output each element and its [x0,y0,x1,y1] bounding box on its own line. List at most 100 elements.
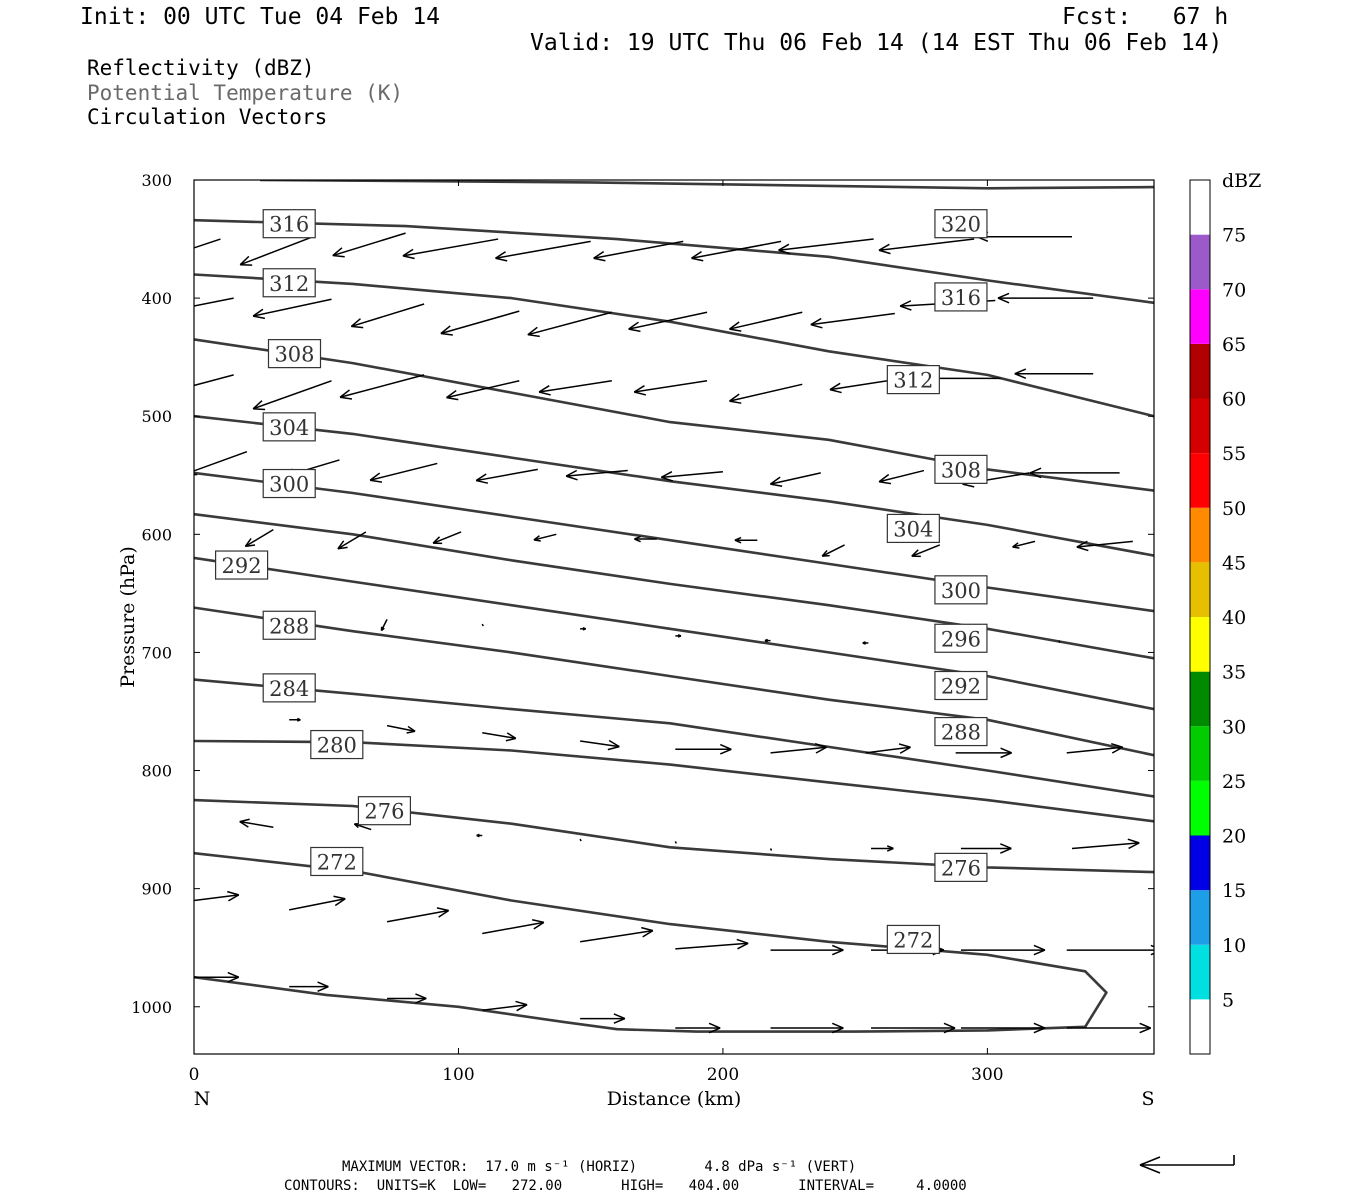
circulation-vector [476,833,483,838]
svg-text:272: 272 [317,850,357,874]
y-tick-label: 1000 [131,998,172,1017]
isentrope-label-292: 292 [934,670,988,701]
isentrope-label-304: 304 [886,513,940,544]
isentrope-312 [194,273,1154,418]
svg-text:272: 272 [893,928,933,952]
circulation-vector [770,944,844,956]
colorbar-label: 30 [1222,716,1246,738]
circulation-vector [482,918,545,935]
isentrope-284 [194,678,1154,798]
colorbar-bin [1190,289,1210,344]
colorbar-bin [1190,780,1210,836]
circulation-vector [674,841,677,844]
circulation-vector [580,1013,626,1024]
circulation-vector [194,238,221,249]
circulation-vector [194,450,248,476]
colorbar-label: 60 [1222,389,1246,411]
svg-text:312: 312 [269,272,309,296]
circulation-vector [634,535,657,543]
x-end-label-right: S [1141,1088,1154,1110]
isentrope-label-276: 276 [934,852,988,882]
colorbar-frame [1189,179,1211,1055]
field-reflectivity: Reflectivity (dBZ) [87,56,315,80]
svg-text:304: 304 [269,416,309,440]
circulation-vector [387,993,427,1004]
circulation-vector [660,470,723,482]
contour-label-layer: 320 316 316 312 312 308 308 304 304 300 300 296 292 2… [215,209,988,955]
circulation-vector [1071,838,1140,850]
circulation-vector [482,732,517,742]
colorbar-bin [1190,726,1210,781]
circulation-vector [402,238,499,260]
isentrope-label-316: 316 [262,209,316,239]
reference-vector-head-b [1139,1164,1161,1174]
circulation-vector [862,641,869,645]
field-potential-temperature: Potential Temperature (K) [87,81,404,105]
circulation-vector [871,1022,956,1034]
footer-max-vector: MAXIMUM VECTOR: 17.0 m s⁻¹ (HORIZ) 4.8 d… [342,1159,857,1175]
circulation-vector [244,528,274,548]
circulation-vector [475,468,538,484]
colorbar-label: 45 [1222,552,1246,574]
field-circulation-vectors: Circulation Vectors [87,105,328,129]
isentrope-label-276: 276 [357,796,412,826]
colorbar-label: 55 [1222,443,1246,465]
colorbar-bin [1190,671,1210,727]
circulation-vector [865,743,911,754]
circulation-vector [239,235,314,266]
circulation-vector [633,380,708,396]
y-axis-label: Pressure (hPa) [117,546,139,688]
isentrope-272 [194,851,1108,1033]
colorbar-label: 35 [1222,662,1246,684]
circulation-vector [778,238,874,255]
colorbar-label: 10 [1222,935,1246,957]
circulation-vector [369,462,438,483]
svg-text:300: 300 [941,579,981,603]
isentrope-304 [194,414,1154,557]
colorbar-label: 70 [1222,279,1246,301]
colorbar-bin [1190,999,1210,1054]
colorbar: 5 10 15 20 25 30 35 40 45 50 55 60 65 70 75 dBZ [1189,170,1261,1055]
isentrope-296 [194,512,1154,660]
colorbar-label: 20 [1222,826,1246,848]
colorbar-label: 50 [1222,498,1246,520]
circulation-vector [955,747,1012,759]
x-tick-label: 0 [189,1065,200,1085]
isentrope-label-300: 300 [934,575,988,605]
circulation-vector [440,310,520,336]
circulation-vector [997,292,1094,304]
circulation-vector [810,312,895,329]
colorbar-bin [1190,343,1210,399]
colorbar-label: 40 [1222,607,1246,629]
circulation-vector [770,742,827,754]
circulation-vector [960,843,1012,854]
circulation-vector [289,981,329,992]
isentrope-label-308: 308 [934,454,988,484]
circulation-vector [194,890,240,902]
svg-text:292: 292 [941,675,981,699]
isentrope-label-284: 284 [262,673,316,703]
svg-text:276: 276 [364,800,404,824]
isentrope-label-304: 304 [262,412,316,442]
circulation-vector [764,638,771,643]
circulation-vector [1066,1022,1152,1034]
circulation-vector [960,944,1046,956]
circulation-vector [252,380,332,411]
svg-text:292: 292 [222,554,262,578]
circulation-vector [194,297,234,307]
isentrope-label-320: 320 [934,209,988,239]
svg-text:300: 300 [269,473,309,497]
circulation-vector [769,472,821,488]
init-time: Init: 00 UTC Tue 04 Feb 14 [80,4,441,30]
colorbar-bin [1190,180,1210,235]
x-tick-label: 300 [971,1065,1003,1085]
circulation-vector [337,531,367,550]
isentrope-label-292: 292 [215,550,269,580]
circulation-vector [770,1022,844,1034]
colorbar-bin [1190,507,1210,563]
colorbar-bin [1190,562,1210,617]
circulation-vector [332,232,406,258]
circulation-vector [252,298,332,320]
circulation-vector [495,240,591,262]
